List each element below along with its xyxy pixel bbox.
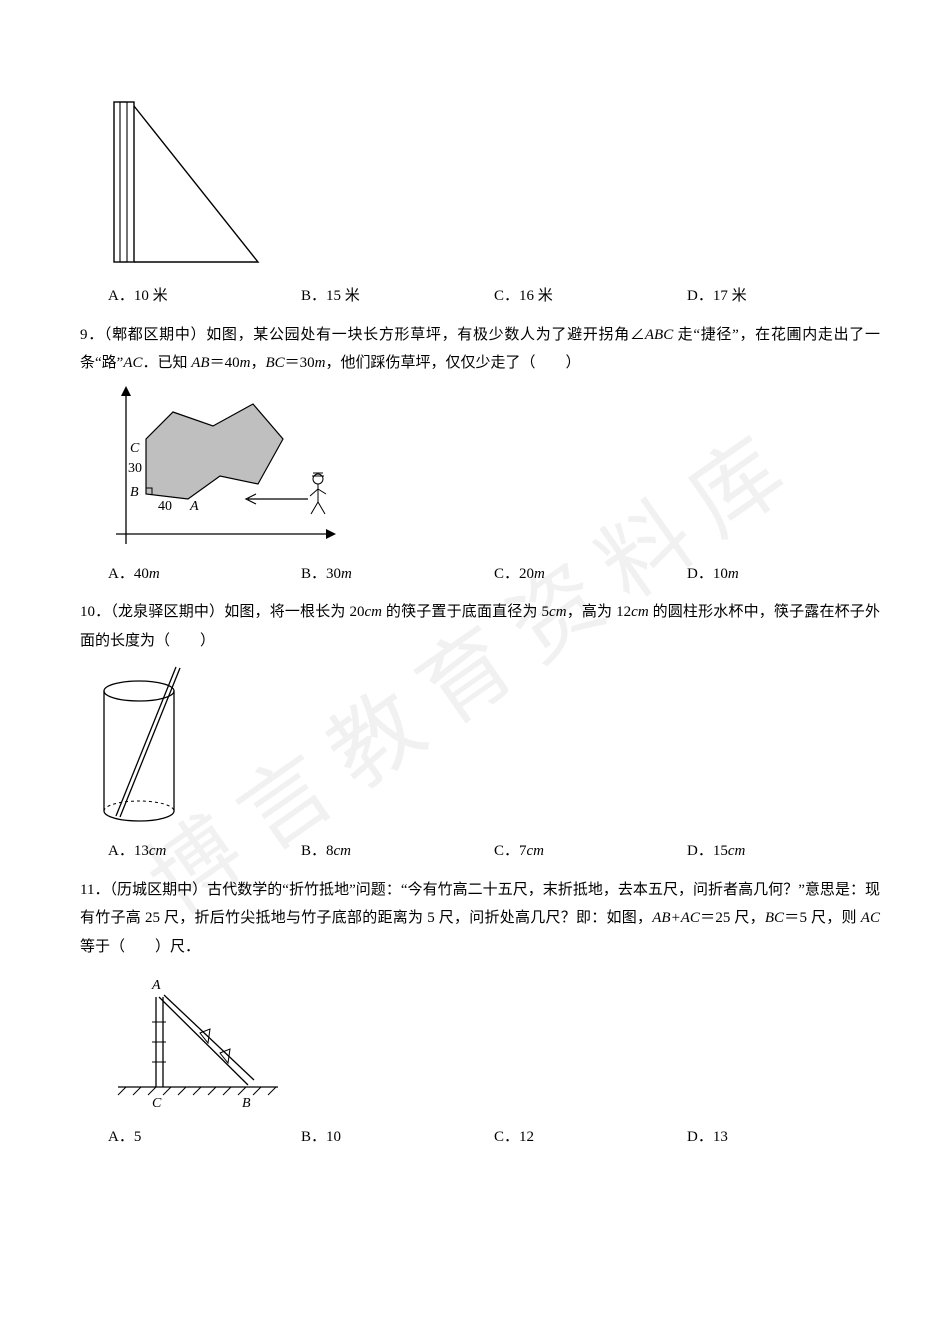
q10-choice-d[interactable]: D．15cm [687, 837, 880, 866]
q9-choices: A．40m B．30m C．20m D．10m [80, 560, 880, 589]
q8-choice-b[interactable]: B．15 米 [301, 282, 494, 311]
q10-a-t: A．13 [108, 843, 149, 859]
q9-abc: ABC [645, 327, 673, 343]
q8-choice-a[interactable]: A．10 米 [108, 282, 301, 311]
q10-b-t: B．8 [301, 843, 334, 859]
q11-choice-d[interactable]: D．13 [687, 1123, 880, 1152]
q11-t3: ＝5 尺，则 [784, 910, 861, 926]
q10-u1: cm [365, 604, 383, 620]
q10-choice-a[interactable]: A．13cm [108, 837, 301, 866]
q10-c-u: cm [527, 843, 545, 859]
q10-t2: 的筷子置于底面直径为 5 [382, 604, 549, 620]
q9-a-t: A．40 [108, 566, 149, 582]
q8-choice-c[interactable]: C．16 米 [494, 282, 687, 311]
q8-figure [108, 96, 880, 276]
q11-fig-C: C [152, 1096, 162, 1111]
q11: 11．（历城区期中）古代数学的“折竹抵地”问题：“今有竹高二十五尺，末折抵地，去… [80, 876, 880, 1152]
q9-t5: ， [250, 355, 265, 371]
q11-t4: 等于（ ）尺． [80, 939, 200, 955]
q9-bc: BC [265, 355, 284, 371]
q9-c-t: C．20 [494, 566, 534, 582]
q9-stem: 9．（郫都区期中）如图，某公园处有一块长方形草坪，有极少数人为了避开拐角∠ABC… [80, 321, 880, 378]
q10-figure [84, 661, 880, 831]
q11-bc: BC [765, 910, 784, 926]
q8-choices: A．10 米 B．15 米 C．16 米 D．17 米 [80, 282, 880, 311]
q10-d-t: D．15 [687, 843, 728, 859]
q9-t4: ＝40 [210, 355, 240, 371]
q9-b-u: m [341, 566, 352, 582]
q10-c-t: C．7 [494, 843, 527, 859]
q8-choice-d[interactable]: D．17 米 [687, 282, 880, 311]
q11-stem: 11．（历城区期中）古代数学的“折竹抵地”问题：“今有竹高二十五尺，末折抵地，去… [80, 876, 880, 962]
q9-t3: ．已知 [143, 355, 192, 371]
q10-stem: 10．（龙泉驿区期中）如图，将一根长为 20cm 的筷子置于底面直径为 5cm，… [80, 598, 880, 655]
q9-fig-B: B [130, 485, 139, 500]
q9-fig-30: 30 [128, 461, 142, 476]
q11-figure: A C B [108, 967, 880, 1117]
q10-number: 10． [80, 604, 110, 620]
q9-fig-A: A [189, 499, 199, 514]
q10-b-u: cm [334, 843, 352, 859]
q10-t3: ，高为 12 [567, 604, 632, 620]
q9-t1: （郫都区期中）如图，某公园处有一块长方形草坪，有极少数人为了避开拐角∠ [104, 327, 645, 343]
q9-t6: ＝30 [285, 355, 315, 371]
q11-choice-b[interactable]: B．10 [301, 1123, 494, 1152]
q9-m2: m [315, 355, 326, 371]
q11-t2: ＝25 尺， [700, 910, 765, 926]
q9-figure: C 30 B 40 A [108, 384, 880, 554]
q10-choices: A．13cm B．8cm C．7cm D．15cm [80, 837, 880, 866]
q10: 10．（龙泉驿区期中）如图，将一根长为 20cm 的筷子置于底面直径为 5cm，… [80, 598, 880, 866]
q9-c-u: m [534, 566, 545, 582]
q10-u3: cm [631, 604, 649, 620]
q9-choice-d[interactable]: D．10m [687, 560, 880, 589]
q9-choice-c[interactable]: C．20m [494, 560, 687, 589]
q10-t1: （龙泉驿区期中）如图，将一根长为 20 [110, 604, 364, 620]
q11-number: 11． [80, 882, 110, 898]
q11-fig-A: A [151, 978, 161, 993]
q9-ab: AB [191, 355, 209, 371]
q11-choice-c[interactable]: C．12 [494, 1123, 687, 1152]
q9-a-u: m [149, 566, 160, 582]
q9-m1: m [240, 355, 251, 371]
q9-d-t: D．10 [687, 566, 728, 582]
q11-ac: AC [861, 910, 880, 926]
q10-a-u: cm [149, 843, 167, 859]
q9-ac: AC [123, 355, 142, 371]
q9-d-u: m [728, 566, 739, 582]
q10-choice-c[interactable]: C．7cm [494, 837, 687, 866]
q9-fig-40: 40 [158, 499, 172, 514]
q9-choice-a[interactable]: A．40m [108, 560, 301, 589]
q11-abac: AB+AC [652, 910, 700, 926]
q10-choice-b[interactable]: B．8cm [301, 837, 494, 866]
q9: 9．（郫都区期中）如图，某公园处有一块长方形草坪，有极少数人为了避开拐角∠ABC… [80, 321, 880, 589]
q9-number: 9． [80, 327, 104, 343]
q9-choice-b[interactable]: B．30m [301, 560, 494, 589]
q10-u2: cm [549, 604, 567, 620]
q11-choice-a[interactable]: A．5 [108, 1123, 301, 1152]
q11-fig-B: B [242, 1096, 251, 1111]
q9-fig-C: C [130, 441, 140, 456]
q9-b-t: B．30 [301, 566, 341, 582]
q9-t7: ，他们踩伤草坪，仅仅少走了（ ） [326, 355, 581, 371]
q10-d-u: cm [728, 843, 746, 859]
q11-choices: A．5 B．10 C．12 D．13 [80, 1123, 880, 1152]
